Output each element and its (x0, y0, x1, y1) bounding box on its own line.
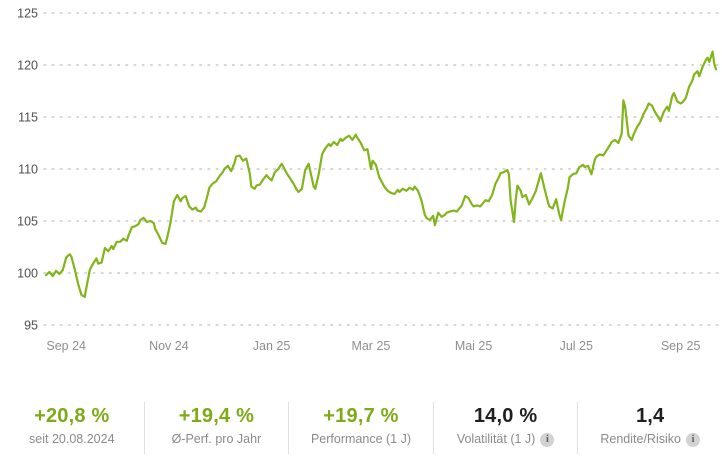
stat-label-text: Performance (1 J) (310, 432, 411, 446)
performance-series-line (44, 50, 718, 298)
x-axis-label: Nov 24 (149, 339, 189, 353)
y-axis-label: 100 (17, 267, 38, 281)
y-axis-label: 105 (17, 215, 38, 229)
stat-total-return: +20,8 % seit 20.08.2024 i (0, 402, 144, 454)
performance-line-chart[interactable]: 125 120 115 110 105 100 95 Sep 24 Nov 24 Jan 25 Ma… (0, 0, 722, 362)
info-icon[interactable]: i (685, 432, 700, 447)
stat-avg-perf-per-year: +19,4 % Ø-Perf. pro Jahr i (143, 402, 289, 454)
stat-value: +20,8 % (34, 405, 110, 427)
stat-label: Ø-Perf. pro Jahr i (145, 432, 289, 447)
y-axis-label: 110 (18, 163, 38, 177)
y-axis-label: 115 (18, 111, 38, 125)
info-icon[interactable]: i (540, 432, 555, 447)
stat-value: 14,0 % (473, 405, 538, 427)
x-axis-label: Jul 25 (560, 339, 593, 353)
stat-label-text: Rendite/Risiko (600, 432, 681, 446)
stat-label: Performance (1 J) i (289, 432, 433, 447)
stat-return-risk: 1,4 Rendite/Risiko i (577, 402, 722, 454)
stat-performance-1y: +19,7 % Performance (1 J) i (288, 402, 433, 454)
x-axis-label: Sep 25 (661, 339, 701, 353)
stat-label: Rendite/Risiko i (578, 432, 722, 447)
y-axis-label: 125 (17, 7, 38, 21)
stat-label-text: Ø-Perf. pro Jahr (171, 432, 262, 446)
x-axis-label: Mar 25 (351, 339, 390, 353)
stat-volatility-1y: 14,0 % Volatilität (1 J) i (432, 402, 578, 454)
stat-value: +19,7 % (323, 405, 399, 427)
stat-value: 1,4 (635, 405, 665, 427)
y-axis-label: 95 (24, 319, 38, 333)
x-axis-label: Sep 24 (46, 339, 86, 353)
x-axis-label: Mai 25 (455, 339, 493, 353)
stats-bar: +20,8 % seit 20.08.2024 i +19,4 % Ø-Perf… (0, 402, 722, 454)
stat-label: Volatilität (1 J) i (434, 432, 578, 447)
stat-label-text: seit 20.08.2024 (29, 432, 115, 446)
stat-label: seit 20.08.2024 i (0, 432, 144, 447)
x-axis-label: Jan 25 (253, 339, 291, 353)
stat-label-text: Volatilität (1 J) (456, 432, 536, 446)
y-axis-label: 120 (17, 59, 38, 73)
stat-value: +19,4 % (178, 405, 255, 427)
